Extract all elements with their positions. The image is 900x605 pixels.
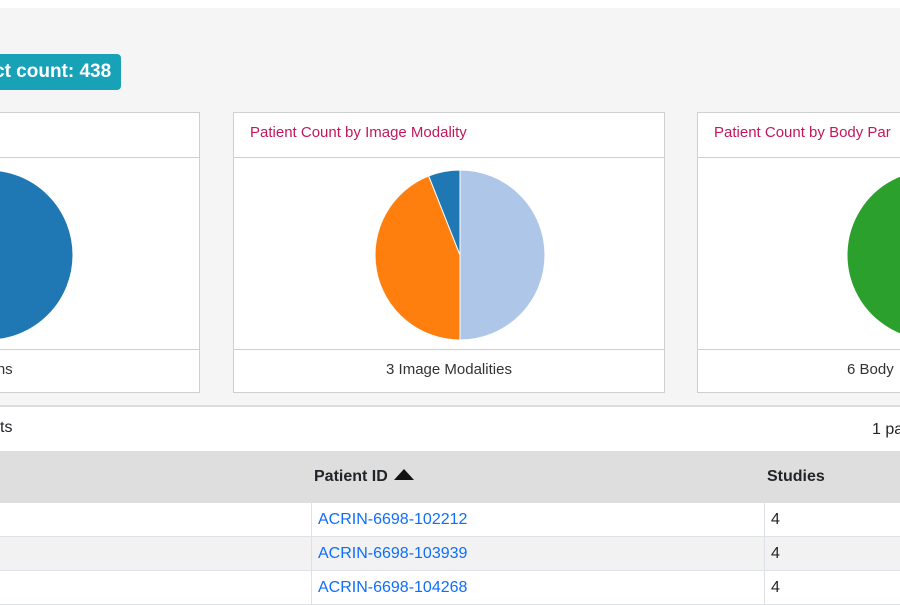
- pie-slice[interactable]: [0, 170, 74, 340]
- chart-card-1-pie[interactable]: [0, 169, 200, 341]
- subject-count-badge: ct count: 438: [0, 54, 122, 90]
- chart-card-1: tions: [0, 112, 200, 393]
- patient-id-header[interactable]: Patient ID: [314, 468, 414, 486]
- pie-slice[interactable]: [459, 169, 546, 341]
- chart-card-2-pie[interactable]: [234, 169, 665, 341]
- column-divider: [764, 571, 765, 604]
- sort-ascending-icon[interactable]: [393, 469, 414, 480]
- table-row: ACRIN-6698-103939 4: [0, 537, 900, 571]
- column-divider: [764, 537, 765, 570]
- chart-card-1-header: [0, 113, 199, 158]
- pie-slice[interactable]: [428, 169, 461, 256]
- patient-id-header-label: Patient ID: [314, 468, 388, 485]
- pie-slice[interactable]: [846, 170, 900, 340]
- studies-count: 4: [771, 579, 780, 596]
- chart-card-2-header: Patient Count by Image Modality: [234, 113, 664, 158]
- studies-count: 4: [771, 511, 780, 528]
- chart-card-3-footer-text: 6 Body: [847, 361, 894, 378]
- column-divider: [764, 503, 765, 536]
- pagination-label: 1 pa: [872, 421, 900, 438]
- chart-card-2: Patient Count by Image Modality 3 Image …: [233, 112, 665, 393]
- chart-card-3-pie[interactable]: [698, 169, 900, 341]
- pie-slice[interactable]: [374, 175, 461, 341]
- chart-card-3-footer: 6 Body: [698, 349, 900, 392]
- summary-panel: ct count: 438 tions Patient Count by Ima…: [0, 8, 900, 407]
- results-count-label: ts: [0, 419, 13, 436]
- chart-card-3: Patient Count by Body Par 6 Body: [697, 112, 900, 393]
- chart-card-2-footer: 3 Image Modalities: [234, 349, 664, 392]
- column-divider: [311, 571, 312, 604]
- chart-card-3-title: Patient Count by Body Par: [714, 124, 891, 141]
- patient-id-link[interactable]: ACRIN-6698-104268: [318, 579, 468, 596]
- patient-id-link[interactable]: ACRIN-6698-103939: [318, 545, 468, 562]
- studies-header[interactable]: Studies: [767, 468, 825, 485]
- column-divider: [311, 503, 312, 536]
- patient-id-link[interactable]: ACRIN-6698-102212: [318, 511, 468, 528]
- table-row: ACRIN-6698-102212 4: [0, 503, 900, 537]
- chart-card-2-title: Patient Count by Image Modality: [250, 124, 467, 141]
- table-row: ACRIN-6698-104268 4: [0, 571, 900, 605]
- studies-count: 4: [771, 545, 780, 562]
- chart-card-3-header: Patient Count by Body Par: [698, 113, 900, 158]
- column-divider: [311, 537, 312, 570]
- table-header: Patient ID Studies: [0, 451, 900, 503]
- chart-card-1-footer: tions: [0, 349, 199, 392]
